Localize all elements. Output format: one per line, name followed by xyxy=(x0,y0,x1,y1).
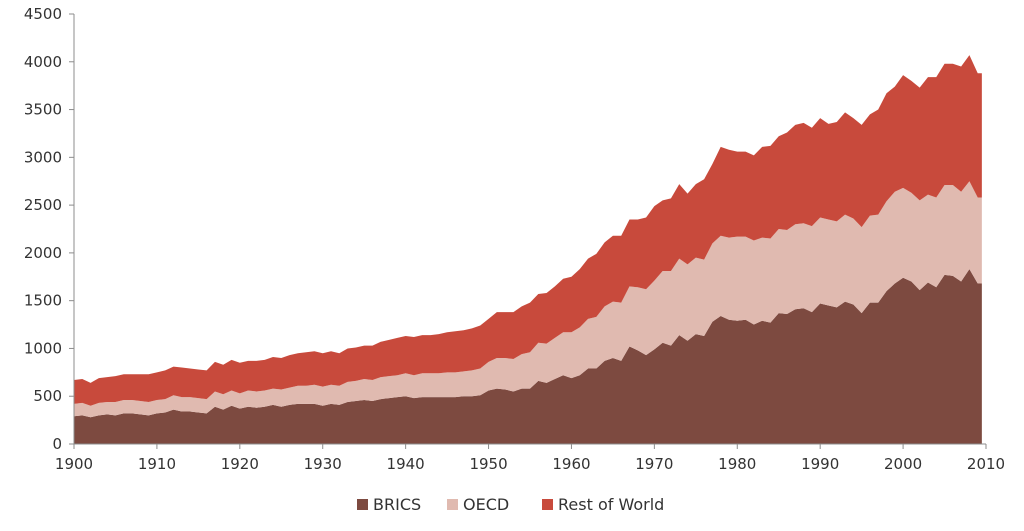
legend-item-brics: BRICS xyxy=(357,495,421,514)
y-tick-label: 1000 xyxy=(24,339,62,357)
legend-item-oecd: OECD xyxy=(447,495,509,514)
legend-label-brics: BRICS xyxy=(373,495,421,514)
y-tick-label: 3000 xyxy=(24,148,62,166)
x-tick-label: 1940 xyxy=(387,455,425,473)
y-tick-label: 500 xyxy=(33,387,62,405)
y-tick-label: 1500 xyxy=(24,292,62,310)
y-tick-label: 4500 xyxy=(24,5,62,23)
axes-layer xyxy=(73,14,986,445)
y-tick-label: 4000 xyxy=(24,53,62,71)
y-tick-label: 3500 xyxy=(24,101,62,119)
y-tick-label: 2500 xyxy=(24,196,62,214)
areas-layer xyxy=(74,55,982,444)
y-tick-label: 2000 xyxy=(24,244,62,262)
x-tick-label: 1970 xyxy=(635,455,673,473)
x-tick-label: 1930 xyxy=(304,455,342,473)
area-series-brics xyxy=(74,269,982,444)
legend-swatch-oecd xyxy=(447,499,458,510)
x-tick-label: 1910 xyxy=(138,455,176,473)
area-series-rest-of-world xyxy=(74,55,982,406)
x-tick-label: 1920 xyxy=(221,455,259,473)
legend: BRICS OECD Rest of World xyxy=(357,495,664,514)
y-tick-label: 0 xyxy=(52,435,62,453)
x-tick-label: 1960 xyxy=(552,455,590,473)
x-tick-label: 2000 xyxy=(884,455,922,473)
legend-label-oecd: OECD xyxy=(463,495,509,514)
area-series-oecd xyxy=(74,181,982,418)
legend-swatch-rest-of-world xyxy=(542,499,553,510)
x-tick-label: 1990 xyxy=(801,455,839,473)
legend-swatch-brics xyxy=(357,499,368,510)
ticks-layer: 0 500 1000 1500 2000 2500 3000 3500 4000 4500 1900… xyxy=(24,5,1005,473)
x-tick-label: 1980 xyxy=(718,455,756,473)
x-tick-label: 1950 xyxy=(469,455,507,473)
x-tick-label: 1900 xyxy=(55,455,93,473)
legend-label-rest-of-world: Rest of World xyxy=(558,495,664,514)
legend-item-rest-of-world: Rest of World xyxy=(542,495,664,514)
x-tick-label: 2010 xyxy=(967,455,1005,473)
